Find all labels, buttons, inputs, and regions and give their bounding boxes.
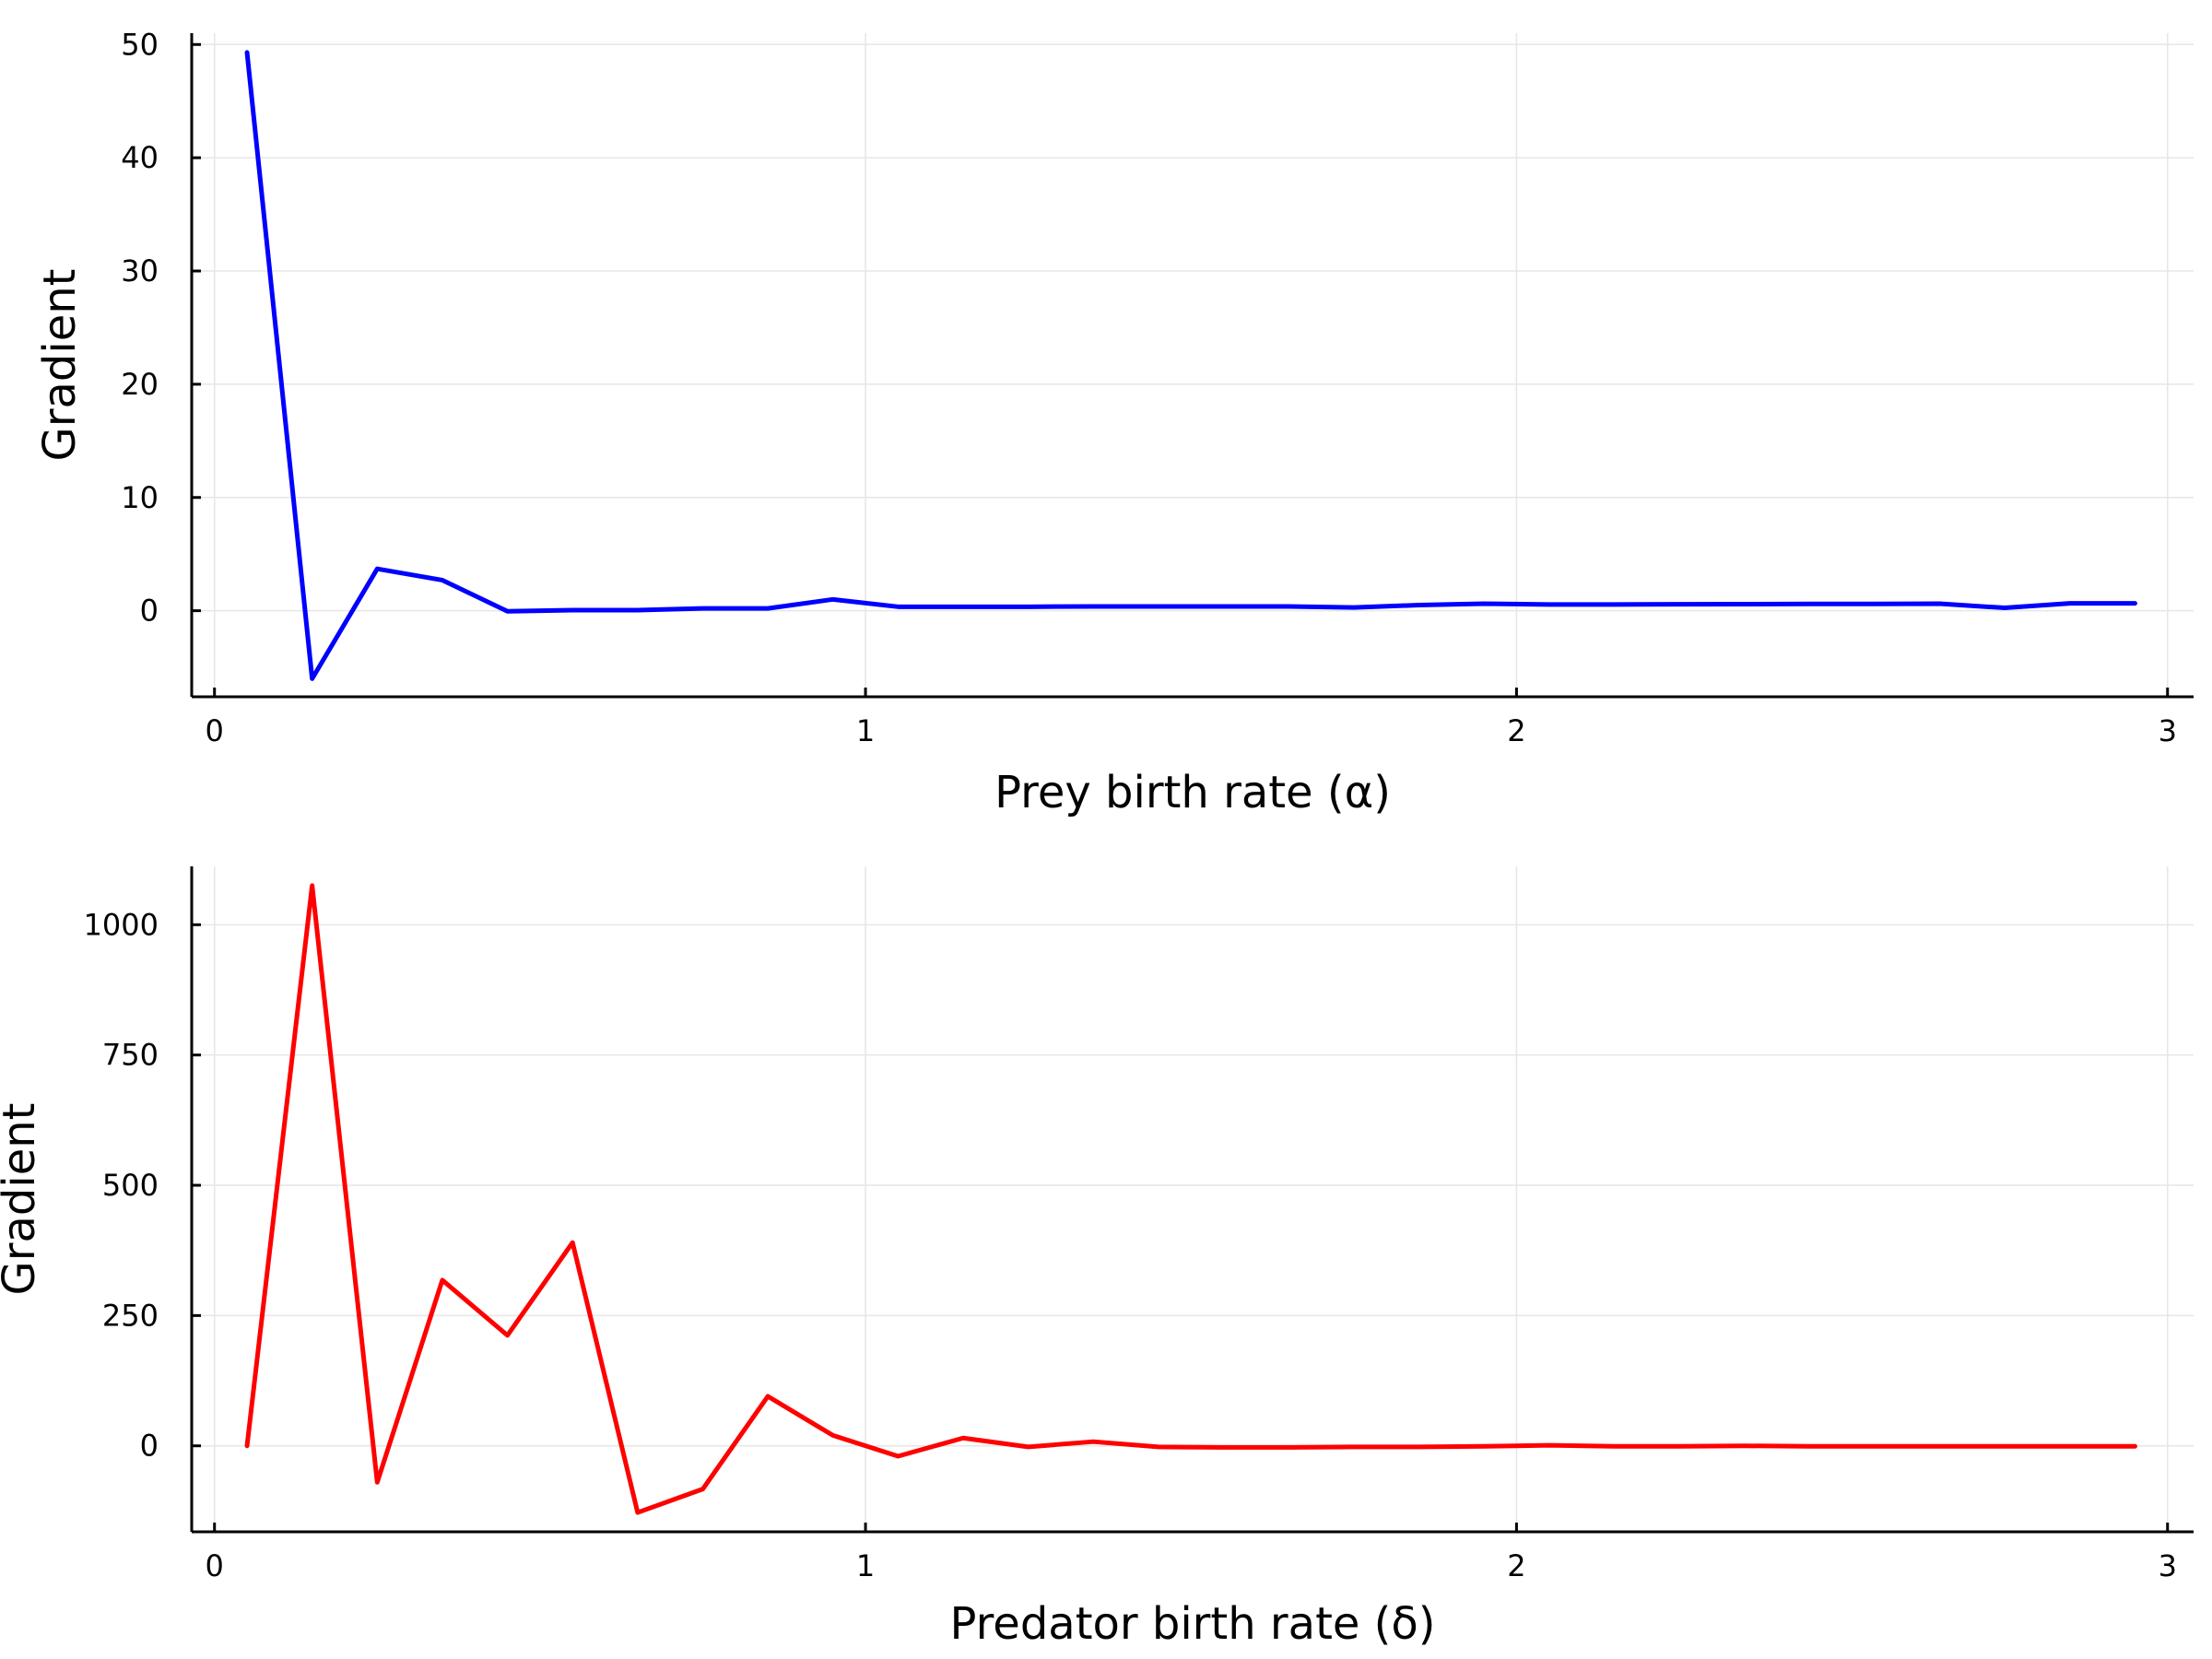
series-line — [244, 50, 2137, 681]
y-tick-label: 1000 — [84, 907, 159, 942]
x-tick-label: 0 — [206, 713, 224, 748]
series-line — [244, 883, 2137, 1515]
y-tick-label: 30 — [121, 253, 159, 288]
y-tick-label: 40 — [121, 140, 159, 175]
y-tick-label: 50 — [121, 27, 159, 62]
y-tick-label: 10 — [121, 480, 159, 515]
grid-lines — [192, 866, 2194, 1532]
y-tick-label: 750 — [102, 1038, 159, 1073]
y-tick-label: 250 — [102, 1298, 159, 1333]
x-tick-label: 2 — [1507, 713, 1525, 748]
panel-top: 0 1 2 3 0 10 20 30 40 50 Prey birth rate (α) Gra… — [34, 27, 2194, 818]
x-tick-label: 1 — [856, 1548, 875, 1583]
y-tick-labels: 0 10 20 30 40 50 — [121, 27, 159, 628]
y-tick-label: 20 — [121, 367, 159, 402]
series — [244, 50, 2137, 681]
y-tick-label: 0 — [140, 594, 159, 629]
x-tick-label: 1 — [856, 713, 875, 748]
y-tick-labels: 0 250 500 750 1000 — [84, 907, 159, 1463]
plot-axes — [190, 866, 2194, 1534]
x-axis-label: Predator birth rate (δ) — [950, 1598, 1436, 1650]
x-tick-label: 3 — [2159, 713, 2177, 748]
grid-lines — [192, 33, 2194, 697]
y-axis-label: Gradient — [34, 269, 86, 462]
plot-axes — [190, 33, 2194, 699]
x-tick-labels: 0 1 2 3 — [206, 1548, 2177, 1583]
y-tick-label: 500 — [102, 1168, 159, 1203]
x-tick-labels: 0 1 2 3 — [206, 713, 2177, 748]
series — [244, 883, 2137, 1515]
y-axis-label: Gradient — [0, 1103, 45, 1296]
x-axis-label: Prey birth rate (α) — [994, 767, 1391, 818]
panel-bottom: 0 1 2 3 0 250 500 750 1000 Predator birth rate … — [0, 866, 2194, 1650]
x-tick-label: 3 — [2159, 1548, 2177, 1583]
y-tick-label: 0 — [140, 1429, 159, 1464]
x-tick-label: 2 — [1507, 1548, 1525, 1583]
x-tick-label: 0 — [206, 1548, 224, 1583]
